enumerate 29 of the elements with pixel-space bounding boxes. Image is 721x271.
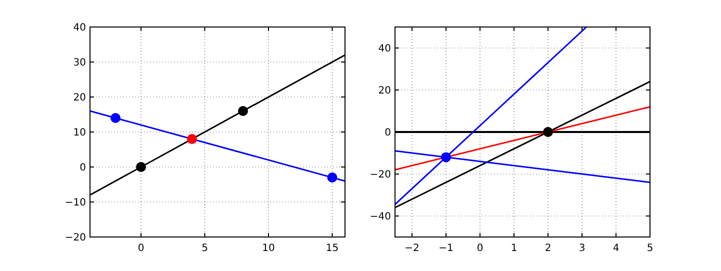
x-tick-label: 1 xyxy=(510,243,518,254)
x-tick-label: −1 xyxy=(438,243,454,254)
y-tick-label: 20 xyxy=(73,92,86,104)
y-tick-label: −20 xyxy=(370,170,391,180)
y-tick-label: −40 xyxy=(370,212,391,222)
y-tick-label: 0 xyxy=(80,162,86,174)
x-tick-label: 4 xyxy=(612,243,620,254)
y-tick-label: 0 xyxy=(384,128,391,138)
point xyxy=(136,162,146,172)
x-tick-label: 5 xyxy=(646,243,654,254)
point xyxy=(110,113,120,123)
point xyxy=(238,106,248,116)
point xyxy=(187,134,197,144)
y-tick-label: −10 xyxy=(64,198,86,208)
y-tick-label: 10 xyxy=(73,128,86,138)
y-tick-label: 30 xyxy=(73,58,86,68)
x-tick-label: 0 xyxy=(476,243,484,254)
y-tick-label: 40 xyxy=(378,44,391,54)
x-tick-label: 2 xyxy=(544,243,552,254)
x-tick-label: 3 xyxy=(578,243,586,254)
x-tick-label: −2 xyxy=(404,243,420,254)
y-tick-label: 20 xyxy=(378,86,391,96)
x-tick-label: 5 xyxy=(202,243,208,254)
x-tick-label: 15 xyxy=(326,243,339,254)
y-tick-label: 40 xyxy=(73,22,86,34)
point xyxy=(327,172,338,182)
y-tick-label: −20 xyxy=(64,232,86,244)
x-tick-label: 0 xyxy=(138,243,144,254)
x-tick-label: 10 xyxy=(262,243,275,254)
